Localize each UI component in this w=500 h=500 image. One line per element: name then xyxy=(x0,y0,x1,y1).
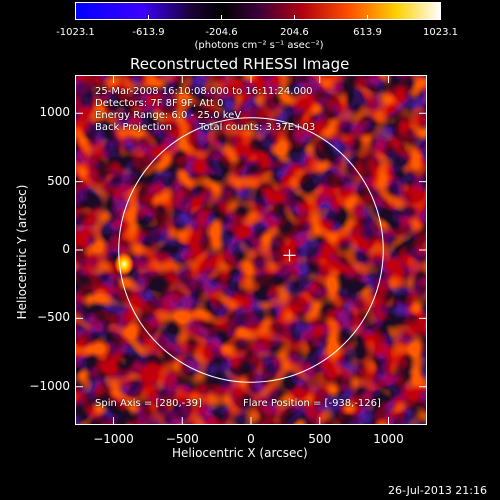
footer-timestamp: 26-Jul-2013 21:16 xyxy=(388,484,488,497)
colorbar-tick-label: 1023.1 xyxy=(423,27,458,38)
annotation-detectors: Detectors: 7F 8F 9F, Att 0 xyxy=(95,98,224,109)
plot-area xyxy=(75,75,427,425)
colorbar-tick-label: -204.6 xyxy=(205,27,238,38)
y-axis-label: Heliocentric Y (arcsec) xyxy=(15,184,29,320)
colorbar-ticks xyxy=(75,15,441,20)
colorbar-tick-label: -1023.1 xyxy=(56,27,95,38)
annotation-time: 25-Mar-2008 16:10:08.000 to 16:11:24.000 xyxy=(95,86,313,97)
x-tick-label: −1000 xyxy=(93,432,134,446)
heatmap-hotspots xyxy=(75,75,427,425)
colorbar-tick-label: 613.9 xyxy=(353,27,382,38)
chart-title: Reconstructed RHESSI Image xyxy=(130,55,350,73)
spin-axis-marker xyxy=(283,249,296,262)
annotation-energy: Energy Range: 6.0 - 25.0 keV xyxy=(95,110,242,121)
annotation-counts: Total counts: 3.37E+03 xyxy=(199,122,316,133)
annotation-method: Back Projection xyxy=(95,122,172,133)
colorbar-tick-label: -613.9 xyxy=(132,27,165,38)
annotation-flare-position: Flare Position = [-938,-126] xyxy=(243,398,381,409)
axis-ticks xyxy=(75,75,427,425)
colorbar-units: (photons cm⁻² s⁻¹ asec⁻²) xyxy=(194,40,324,51)
x-tick-label: 1000 xyxy=(373,432,404,446)
colorbar-tick-label: 204.6 xyxy=(280,27,309,38)
y-tick-label: −500 xyxy=(37,310,70,325)
colorbar-gradient xyxy=(75,2,441,20)
y-tick-label: −1000 xyxy=(29,378,70,393)
y-tick-label: 1000 xyxy=(39,105,70,120)
colorbar xyxy=(75,2,441,20)
x-tick-label: 0 xyxy=(247,432,255,446)
y-tick-label: 0 xyxy=(62,242,70,256)
solar-limb-circle xyxy=(118,117,384,383)
y-tick-label: 500 xyxy=(47,173,70,188)
annotation-spin-axis: Spin Axis = [280,-39] xyxy=(95,398,202,409)
x-tick-label: −500 xyxy=(165,432,199,446)
x-axis-label: Heliocentric X (arcsec) xyxy=(172,446,308,460)
flare-source xyxy=(114,252,135,277)
x-tick-label: 500 xyxy=(308,432,332,446)
